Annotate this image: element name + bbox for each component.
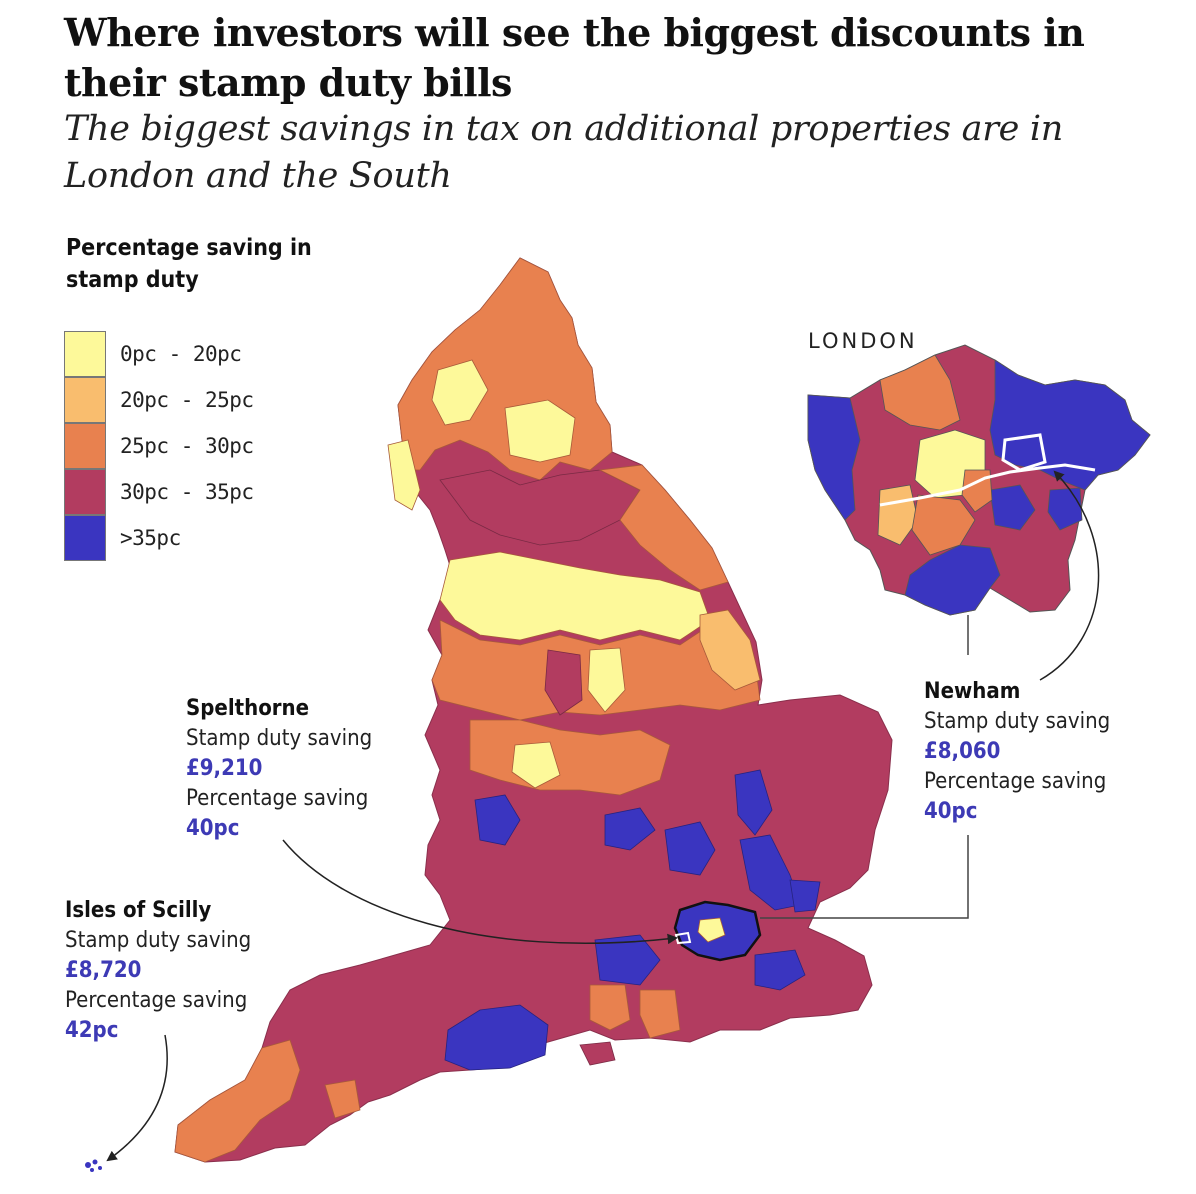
region-kent-blue: [754, 949, 806, 991]
callout-pct-value: 40pc: [186, 816, 240, 841]
callout-name: Isles of Scilly: [65, 898, 212, 923]
region-dorset-blue: [444, 1004, 549, 1071]
region-isle-of-wight: [579, 1041, 616, 1066]
legend-item: 25pc - 30pc: [64, 423, 254, 469]
callout-name: Newham: [924, 679, 1021, 704]
london-inset-east-blue-2: [1047, 487, 1083, 531]
london-leader-line-bottom: [760, 835, 969, 919]
legend-label: 25pc - 30pc: [120, 434, 254, 458]
legend-label: 30pc - 35pc: [120, 480, 254, 504]
region-sussex-orange: [639, 989, 681, 1039]
legend-swatch: [64, 331, 106, 377]
callout-name: Spelthorne: [186, 696, 310, 721]
callout-saving-value: £9,210: [186, 756, 263, 781]
region-westmidlands-purple: [544, 649, 583, 716]
callout-saving-label: Stamp duty saving: [924, 709, 1111, 734]
legend-item: 0pc - 20pc: [64, 331, 254, 377]
callout-pct-label: Percentage saving: [924, 769, 1107, 794]
callout-pct-label: Percentage saving: [65, 988, 248, 1013]
callout-saving-label: Stamp duty saving: [65, 928, 252, 953]
legend-item: >35pc: [64, 515, 254, 561]
isles-of-scilly: [85, 1159, 102, 1172]
legend-label: 0pc - 20pc: [120, 342, 242, 366]
region-cornwall-orange: [174, 1039, 301, 1163]
callout-saving-label: Stamp duty saving: [186, 726, 373, 751]
legend-title: Percentage saving in stamp duty: [66, 235, 312, 293]
region-cambridge-blue: [734, 769, 773, 836]
legend-item: 20pc - 25pc: [64, 377, 254, 423]
region-oxford-blue: [604, 807, 656, 851]
region-north-yorkshire-orange: [598, 464, 729, 591]
london-inset-south-blue: [904, 544, 1001, 616]
thames-river: [879, 463, 1096, 507]
region-coast-blue: [789, 879, 821, 913]
callout-newham: Newham Stamp duty saving £8,060 Percenta…: [924, 677, 1110, 827]
region-surrey-blue: [594, 934, 661, 986]
region-birmingham-yellow: [511, 741, 561, 789]
london-inset-west-blue: [807, 394, 861, 521]
callout-saving-value: £8,060: [924, 739, 1001, 764]
legend-label: 20pc - 25pc: [120, 388, 254, 412]
london-inset-north-orange: [879, 354, 961, 431]
region-devon-orange: [324, 1079, 361, 1119]
london-inset-southwest-orange: [911, 494, 976, 556]
legend-swatch: [64, 377, 106, 423]
callout-pct-value: 40pc: [924, 799, 978, 824]
region-cumbria-yellow: [431, 359, 489, 426]
spelthorne-arrow: [282, 839, 679, 945]
region-hampshire-orange: [589, 984, 631, 1031]
legend-label: >35pc: [120, 526, 181, 550]
callout-isles-of-scilly: Isles of Scilly Stamp duty saving £8,720…: [65, 896, 251, 1046]
london-inset-east-blue: [989, 359, 1151, 491]
legend-item: 30pc - 35pc: [64, 469, 254, 515]
legend-swatch: [64, 469, 106, 515]
region-north-orange: [397, 257, 613, 481]
legend: 0pc - 20pc 20pc - 25pc 25pc - 30pc 30pc …: [64, 331, 254, 561]
london-inset-east-orange: [961, 469, 993, 513]
london-inset-southeast-blue: [989, 484, 1036, 531]
region-lincolnshire-lightorange: [699, 609, 761, 691]
region-midlands-yellow: [587, 647, 626, 713]
newham-arrow: [1039, 470, 1100, 681]
region-cotswold-blue: [474, 794, 521, 846]
newham-highlight: [1001, 433, 1047, 472]
london-center-main: [697, 917, 726, 943]
legend-swatch: [64, 423, 106, 469]
scilly-arrow: [106, 1034, 168, 1162]
region-westcoast-yellow: [387, 439, 421, 511]
callout-saving-value: £8,720: [65, 958, 142, 983]
callout-pct-value: 42pc: [65, 1018, 119, 1043]
callout-spelthorne: Spelthorne Stamp duty saving £9,210 Perc…: [186, 694, 372, 844]
london-inset-label: LONDON: [808, 329, 918, 353]
london-inset-map: [807, 344, 1151, 616]
region-aylesbury-blue: [664, 821, 716, 876]
legend-swatch: [64, 515, 106, 561]
region-yorkshire-yellow: [439, 551, 711, 641]
chart-title: Where investors will see the biggest dis…: [64, 10, 1085, 105]
chart-subtitle: The biggest savings in tax on additional…: [64, 109, 1064, 196]
region-northeast-yellow: [504, 399, 576, 463]
callout-pct-label: Percentage saving: [186, 786, 369, 811]
